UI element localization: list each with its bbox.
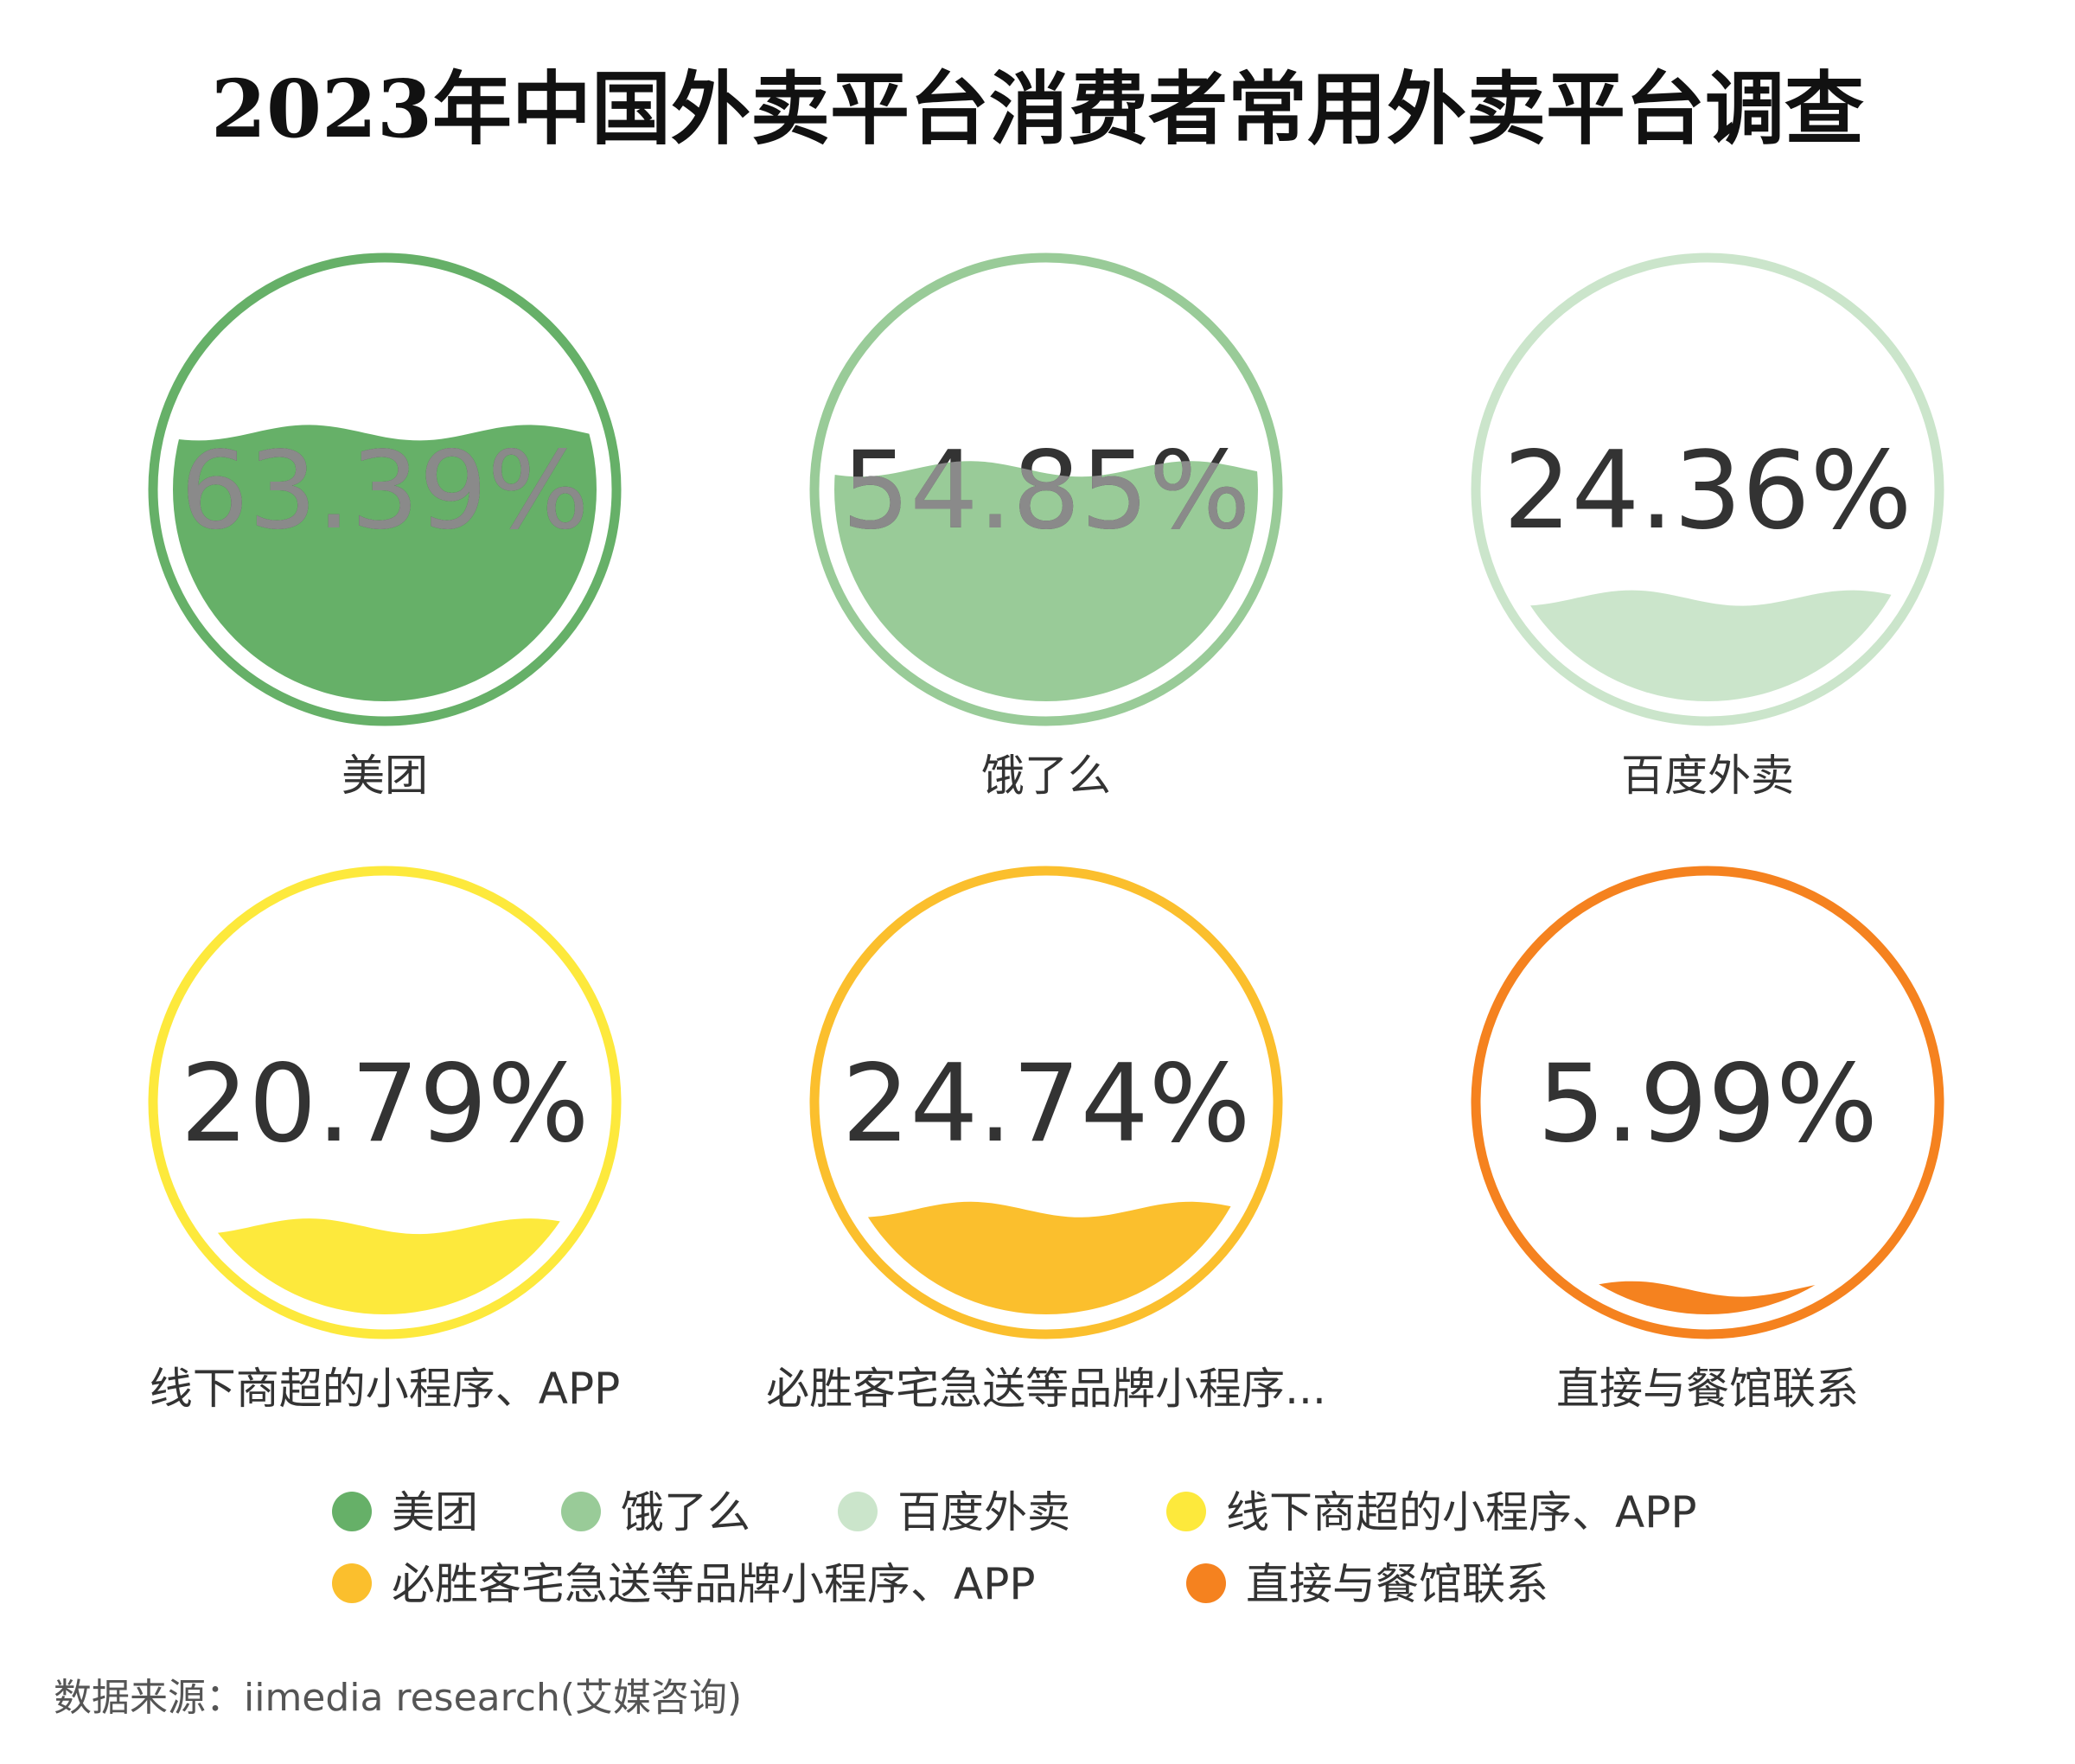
chart-title: 2023年中国外卖平台消费者常用外卖平台调查 bbox=[211, 62, 1864, 156]
value-label: 24.74% bbox=[842, 1042, 1251, 1166]
gauge-ring bbox=[148, 252, 622, 726]
value-label: 24.36% bbox=[1504, 429, 1912, 553]
category-label: 必胜客宅急送等品牌小程序... bbox=[766, 1364, 1326, 1414]
legend-marker bbox=[332, 1563, 372, 1603]
source-note: 数据来源：iimedia research(艾媒咨询) bbox=[54, 1676, 742, 1720]
legend-label: 美团 bbox=[392, 1487, 478, 1537]
category-label: 线下商超的小程序、APP bbox=[150, 1364, 621, 1414]
legend-label: 直接与餐馆联系 bbox=[1246, 1559, 1548, 1609]
value-label: 20.79% bbox=[181, 1042, 590, 1166]
gauge: 20.79%20.79%线下商超的小程序、APP bbox=[148, 866, 622, 1414]
gauge-ring bbox=[148, 866, 622, 1339]
gauge-ring bbox=[1471, 866, 1944, 1339]
value-label: 54.85% bbox=[842, 429, 1251, 553]
value-label: 63.39% bbox=[181, 429, 590, 553]
category-label: 直接与餐馆联系 bbox=[1556, 1364, 1859, 1414]
legend-label: 必胜客宅急送等品牌小程序、APP bbox=[392, 1559, 1036, 1609]
legend-marker bbox=[561, 1492, 601, 1531]
gauge-ring bbox=[809, 866, 1283, 1339]
liquid-fill bbox=[1496, 590, 1919, 701]
legend-marker bbox=[332, 1492, 372, 1531]
category-label: 饿了么 bbox=[981, 751, 1111, 801]
gauge: 24.74%24.74%必胜客宅急送等品牌小程序... bbox=[766, 866, 1326, 1414]
gauge-grid: 63.39%63.39%美团54.85%54.85%饿了么24.36%24.36… bbox=[148, 252, 1944, 1414]
legend-marker bbox=[838, 1492, 878, 1531]
legend-marker bbox=[1186, 1563, 1226, 1603]
legend-item: 饿了么 bbox=[561, 1487, 750, 1537]
category-label: 百度外卖 bbox=[1621, 751, 1794, 801]
gauge: 63.39%63.39%美团 bbox=[148, 252, 622, 801]
legend-marker bbox=[1166, 1492, 1206, 1531]
legend-item: 百度外卖 bbox=[838, 1487, 1070, 1537]
value-label-overlay: 63.39% bbox=[181, 429, 590, 553]
legend-item: 线下商超的小程序、APP bbox=[1166, 1487, 1697, 1537]
legend-item: 美团 bbox=[332, 1487, 478, 1537]
gauge-ring bbox=[809, 252, 1283, 726]
liquid-fill bbox=[834, 461, 1258, 701]
gauge: 5.99%5.99%直接与餐馆联系 bbox=[1471, 866, 1944, 1414]
legend-item: 必胜客宅急送等品牌小程序、APP bbox=[332, 1559, 1036, 1609]
legend: 美团 饿了么 百度外卖 线下商超的小程序、APP 必胜客宅急送等品牌小程序、APP 直接与… bbox=[332, 1487, 1697, 1609]
gauge: 24.36%24.36%百度外卖 bbox=[1471, 252, 1944, 801]
gauge-ring bbox=[1471, 252, 1944, 726]
legend-label: 百度外卖 bbox=[897, 1487, 1070, 1537]
value-label-overlay: 54.85% bbox=[842, 429, 1251, 553]
value-label: 5.99% bbox=[1537, 1042, 1878, 1166]
liquid-fill bbox=[834, 1201, 1258, 1314]
gauge: 54.85%54.85%饿了么 bbox=[809, 252, 1283, 801]
liquid-fill bbox=[1496, 1281, 1919, 1314]
legend-label: 线下商超的小程序、APP bbox=[1226, 1487, 1697, 1537]
legend-item: 直接与餐馆联系 bbox=[1186, 1559, 1548, 1609]
legend-label: 饿了么 bbox=[621, 1487, 750, 1537]
category-label: 美团 bbox=[342, 751, 428, 801]
liquid-fill bbox=[173, 425, 597, 701]
